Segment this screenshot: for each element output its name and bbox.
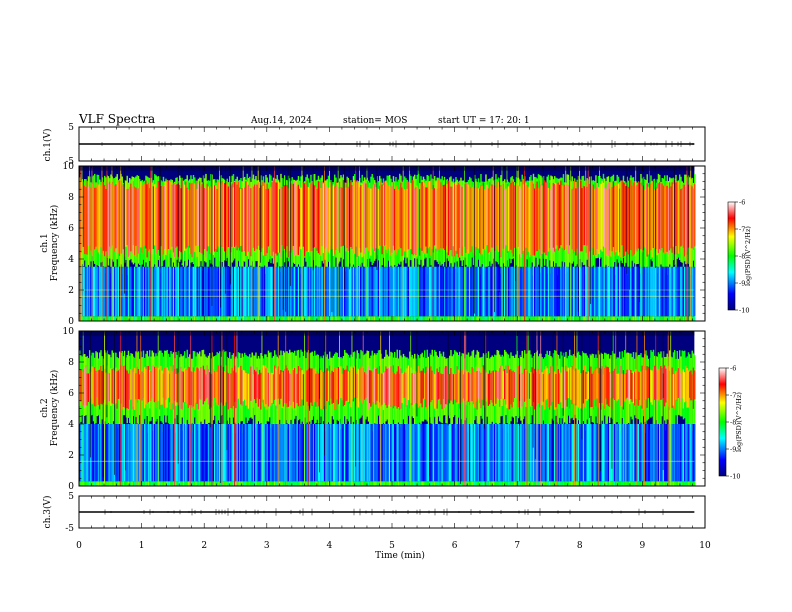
y-tick-label: 0 [68,482,74,492]
x-tick-label: 6 [452,541,458,551]
ch1-colorbar: -6 -7 -8 -9 -10 log(PSD)(V^2/Hz) [727,199,752,315]
ch2-colorbar-label: log(PSD)(V^2/Hz) [735,392,743,452]
y-tick-label: 10 [63,162,75,172]
colorbar-tick-label: -6 [730,365,736,373]
colorbar-tick-label: -9 [730,446,736,454]
ch1-spectrogram-image [79,166,696,321]
ch2-spectrogram-image [79,331,696,486]
y-tick-label: 6 [68,389,74,399]
figure-title: VLF Spectra [78,112,155,126]
y-tick-label: 2 [68,286,74,296]
start-time-label: start UT = 17: 20: 1 [438,116,530,126]
colorbar-tick-label: -10 [739,307,749,315]
ch3-waveform-trace [79,508,695,516]
x-tick-label: 0 [76,541,82,551]
x-tick-label: 10 [699,541,711,551]
x-tick-label: 4 [327,541,333,551]
ch1-colorbar-gradient [727,201,736,311]
y-tick-label: 8 [68,358,74,368]
x-tick-label: 9 [640,541,646,551]
y-tick-label: 4 [68,255,74,265]
x-tick-label: 8 [577,541,583,551]
y-tick-label: 0 [68,317,74,327]
colorbar-tick-label: -7 [730,392,736,400]
colorbar-tick-label: -8 [730,419,736,427]
colorbar-tick-label: -8 [739,253,745,261]
y-tick-label: 5 [68,492,74,502]
y-tick-label: 5 [68,123,74,133]
colorbar-tick-label: -10 [730,473,740,481]
ch2-spectrogram-ylabel-frequency: Frequency (kHz) [49,370,60,447]
x-tick-label: 1 [139,541,145,551]
x-tick-label: 2 [201,541,207,551]
axis-ticks [78,126,706,529]
ch3-waveform-ylabel: ch.3(V) [42,496,53,529]
y-tick-label: 4 [68,420,74,430]
station-label: station= MOS [343,116,407,126]
y-tick-label: -5 [65,524,74,534]
ch1-waveform-ylabel: ch.1(V) [42,129,53,162]
colorbar-tick-label: -9 [739,280,745,288]
x-tick-label: 7 [514,541,520,551]
y-tick-label: 2 [68,451,74,461]
x-axis-title: Time (min) [375,550,425,561]
ch2-colorbar: -6 -7 -8 -9 -10 log(PSD)(V^2/Hz) [718,365,743,481]
y-tick-label: 10 [63,327,75,337]
x-tick-label: 5 [389,541,395,551]
ch1-spectrogram-ylabel-channel: ch.1 [40,233,50,252]
ch1-waveform-trace [79,139,695,149]
y-tick-label: -5 [65,157,74,167]
ch1-colorbar-label: log(PSD)(V^2/Hz) [744,226,752,286]
ch1-spectrogram-ylabel-frequency: Frequency (kHz) [49,205,60,282]
date-label: Aug.14, 2024 [250,116,312,126]
ch2-colorbar-gradient [718,367,727,477]
ch2-spectrogram-ylabel-channel: ch.2 [40,398,50,417]
x-tick-label: 3 [264,541,270,551]
y-tick-label: 8 [68,193,74,203]
colorbar-tick-label: -6 [739,199,745,207]
colorbar-tick-label: -7 [739,226,745,234]
y-tick-label: 6 [68,224,74,234]
